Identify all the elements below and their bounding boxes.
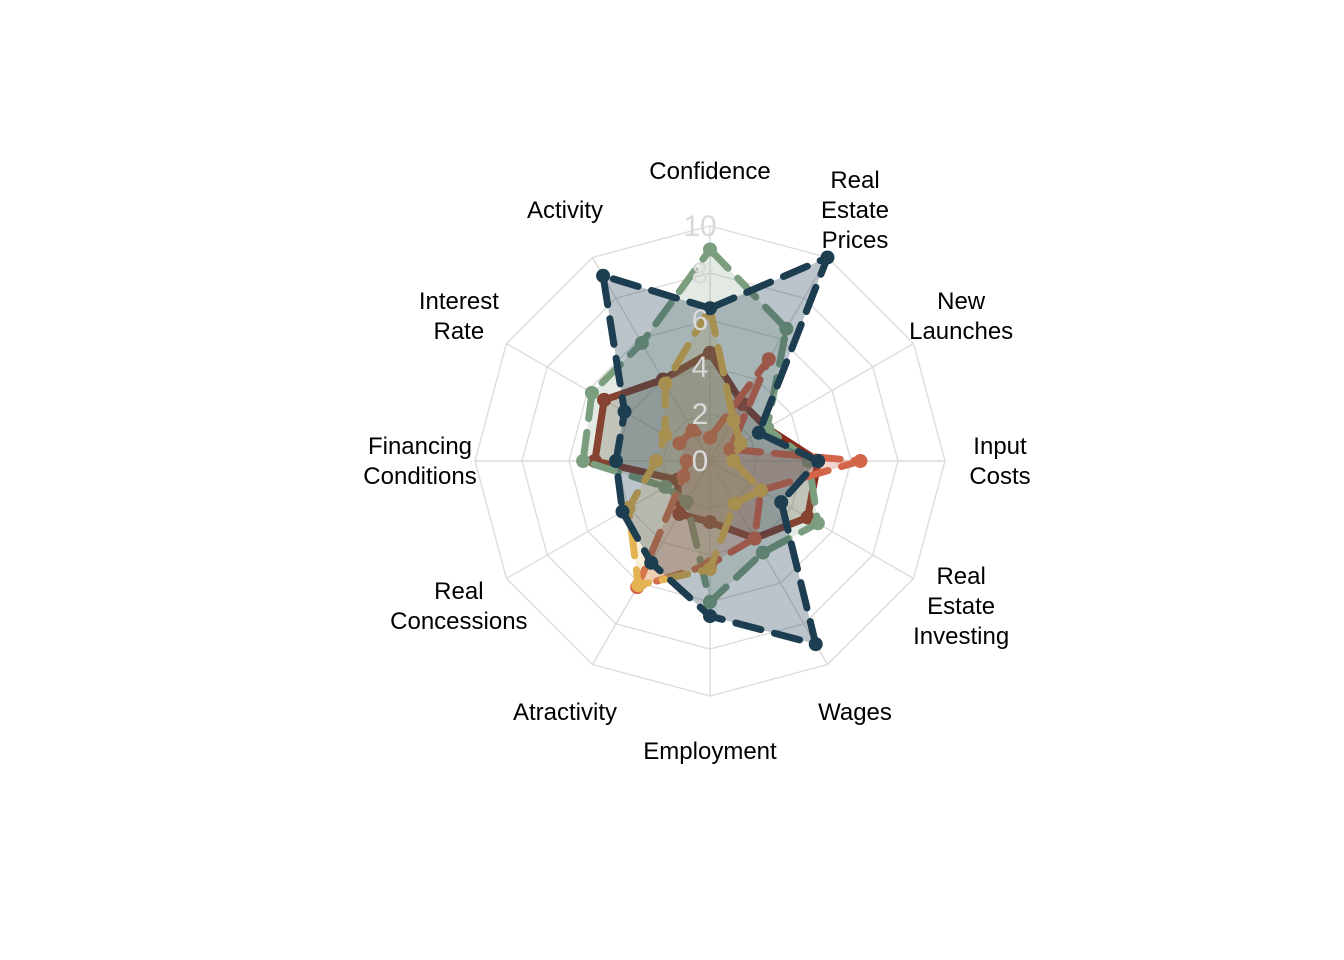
series-point <box>779 321 794 336</box>
series-point <box>609 454 623 468</box>
series-5 <box>596 250 835 652</box>
axis-label: Confidence <box>649 158 770 185</box>
series-point <box>774 495 789 510</box>
series-point <box>753 483 768 498</box>
axis-label: Wages <box>818 699 892 726</box>
series-point <box>615 504 630 519</box>
series-point <box>617 404 632 419</box>
axis-labels: Confidence Real Estate Prices New Launches Inp… <box>363 158 1030 765</box>
series-point <box>811 454 826 468</box>
series-point <box>723 442 738 457</box>
series-point <box>747 531 762 546</box>
series-point <box>727 496 742 511</box>
axis-label: Employment <box>643 738 777 765</box>
axis-label: Real Estate Prices <box>821 167 889 254</box>
series-point <box>810 516 825 531</box>
axis-label: Atractivity <box>513 699 617 726</box>
tick-label: 0 <box>692 445 709 478</box>
series-point <box>800 510 815 525</box>
series-point <box>726 454 741 468</box>
series-point <box>751 425 766 440</box>
series-point <box>808 637 823 652</box>
series-point <box>703 430 717 445</box>
series-point <box>703 609 717 624</box>
series-point <box>703 345 717 360</box>
radar-series <box>576 242 868 652</box>
series-point <box>597 392 612 407</box>
series-point <box>685 423 700 438</box>
series-point <box>679 454 694 468</box>
series-point <box>703 301 717 316</box>
series-point <box>658 428 673 443</box>
tick-label: 8 <box>692 257 709 290</box>
series-point <box>584 385 599 400</box>
axis-label: Real Estate Investing <box>913 563 1009 650</box>
tick-label: 10 <box>683 210 716 243</box>
axis-label: Financing Conditions <box>363 433 476 490</box>
series-point <box>755 545 770 560</box>
series-point <box>703 515 717 530</box>
tick-label: 4 <box>692 351 709 384</box>
series-point <box>658 479 673 494</box>
radial-tick-labels: 0 2 4 6 8 10 <box>683 210 716 478</box>
series-4 <box>621 301 768 593</box>
series-point <box>648 454 663 468</box>
series-point <box>658 376 673 391</box>
series-point <box>761 352 776 367</box>
axis-label: Interest Rate <box>419 288 499 345</box>
axis-label: Real Concessions <box>390 578 527 635</box>
series-point <box>853 454 868 468</box>
series-point <box>679 494 694 509</box>
tick-label: 2 <box>692 398 709 431</box>
axis-label: New Launches <box>909 288 1013 345</box>
series-point <box>644 555 659 570</box>
tick-label: 6 <box>692 304 709 337</box>
series-point <box>733 436 748 451</box>
series-point <box>703 562 717 577</box>
series-point <box>596 268 611 283</box>
series-point <box>820 250 835 265</box>
series-point <box>634 335 649 350</box>
series-point <box>631 578 646 593</box>
series-point <box>672 436 687 451</box>
series-point <box>676 469 691 484</box>
series-point <box>576 454 591 468</box>
axis-label: Input Costs <box>969 433 1030 490</box>
series-point <box>672 506 687 521</box>
axis-label: Activity <box>527 197 603 224</box>
grid-spoke <box>709 460 829 665</box>
series-point <box>726 413 741 428</box>
series-point <box>703 595 717 609</box>
series-point <box>703 242 717 257</box>
